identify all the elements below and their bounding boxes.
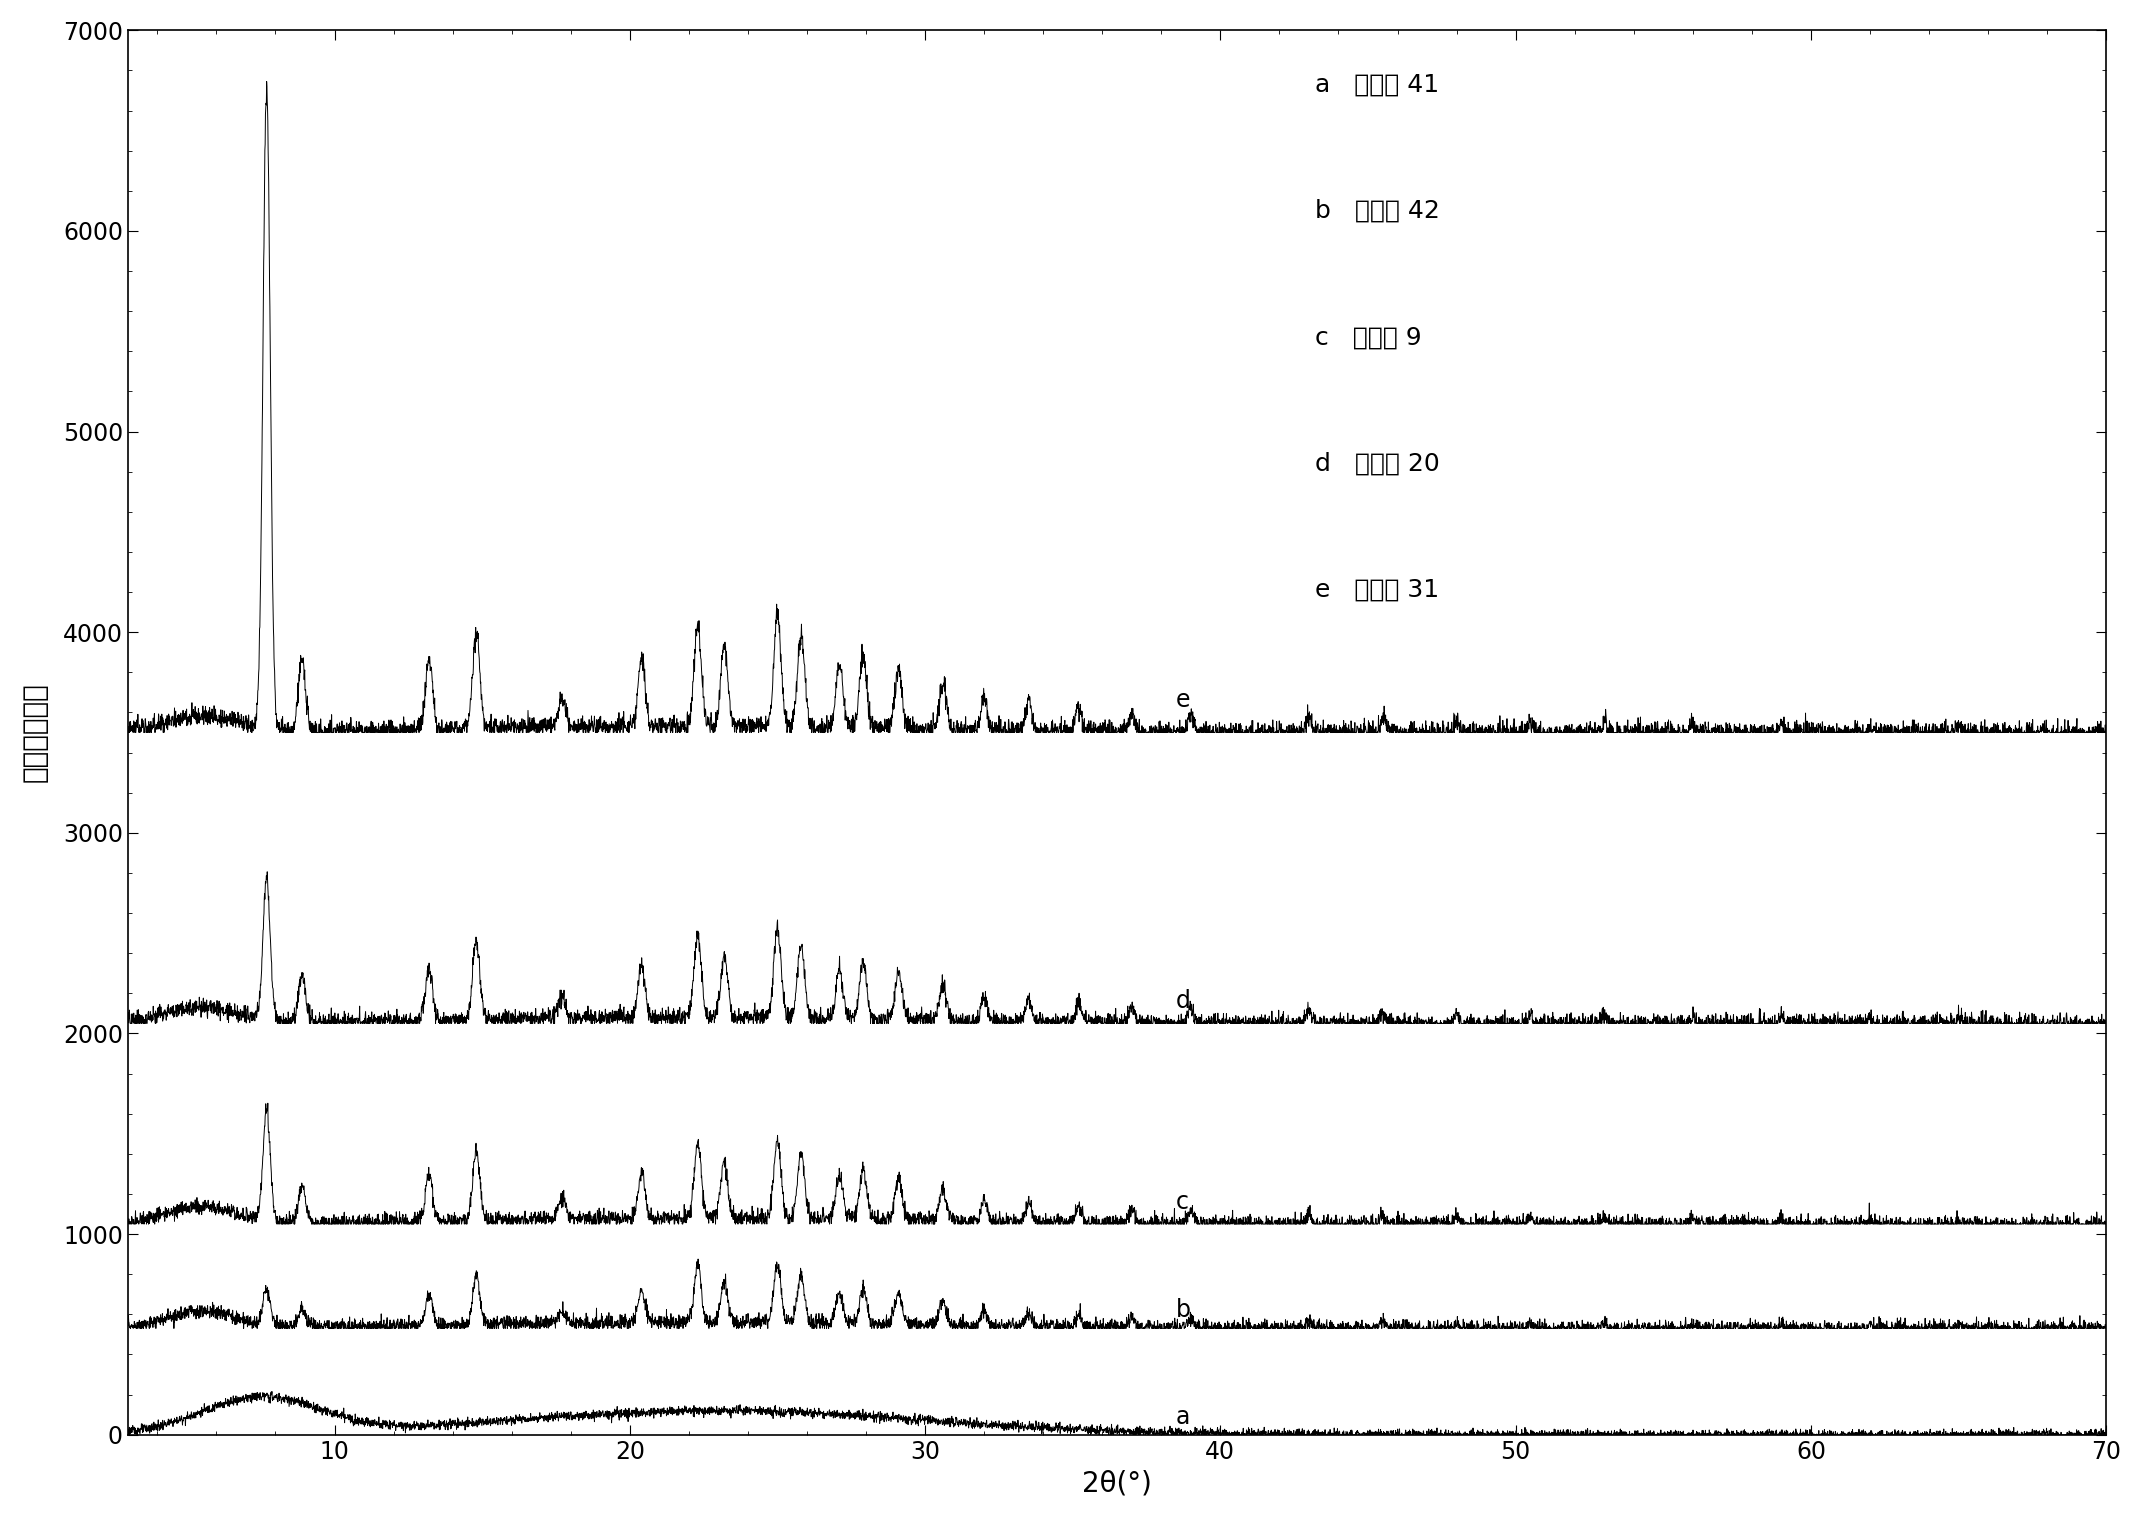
Text: d   实施例 20: d 实施例 20	[1315, 452, 1439, 475]
Text: c: c	[1176, 1190, 1189, 1214]
Y-axis label: 强度（计数）: 强度（计数）	[21, 683, 49, 782]
Text: a   实施例 41: a 实施例 41	[1315, 73, 1439, 97]
Text: c   实施例 9: c 实施例 9	[1315, 325, 1422, 349]
Text: b   实施例 42: b 实施例 42	[1315, 199, 1439, 223]
Text: d: d	[1176, 990, 1191, 1014]
Text: e   实施例 31: e 实施例 31	[1315, 578, 1439, 603]
Text: b: b	[1176, 1298, 1191, 1322]
Text: a: a	[1176, 1404, 1191, 1428]
Text: e: e	[1176, 689, 1191, 712]
X-axis label: 2θ(°): 2θ(°)	[1082, 1469, 1152, 1497]
